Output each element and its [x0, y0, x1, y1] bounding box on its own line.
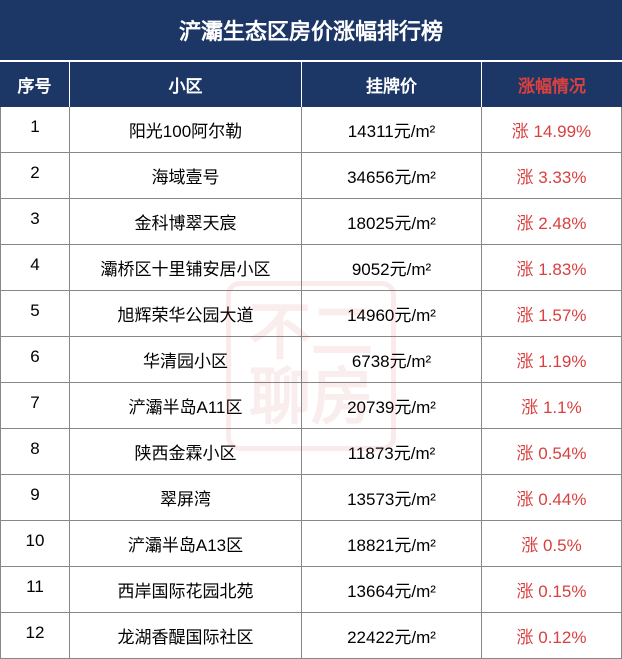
- cell-change: 涨 1.1%: [482, 383, 622, 429]
- cell-name: 金科博翠天宸: [70, 199, 302, 245]
- cell-index: 4: [0, 245, 70, 291]
- cell-name: 陕西金霖小区: [70, 429, 302, 475]
- cell-price: 9052元/m²: [302, 245, 482, 291]
- cell-name: 灞桥区十里铺安居小区: [70, 245, 302, 291]
- cell-index: 9: [0, 475, 70, 521]
- table-row: 9翠屏湾13573元/m²涨 0.44%: [0, 475, 622, 521]
- cell-index: 2: [0, 153, 70, 199]
- cell-index: 11: [0, 567, 70, 613]
- table-body: 不二 聊房 1阳光100阿尔勒14311元/m²涨 14.99%2海域壹号346…: [0, 107, 622, 659]
- table-row: 12龙湖香醍国际社区22422元/m²涨 0.12%: [0, 613, 622, 659]
- cell-price: 14960元/m²: [302, 291, 482, 337]
- cell-index: 1: [0, 107, 70, 153]
- header-index: 序号: [0, 62, 70, 107]
- cell-change: 涨 2.48%: [482, 199, 622, 245]
- header-price: 挂牌价: [302, 62, 482, 107]
- cell-name: 浐灞半岛A11区: [70, 383, 302, 429]
- table-header-row: 序号 小区 挂牌价 涨幅情况: [0, 60, 622, 107]
- cell-change: 涨 1.19%: [482, 337, 622, 383]
- header-change: 涨幅情况: [482, 62, 622, 107]
- table-row: 7浐灞半岛A11区20739元/m²涨 1.1%: [0, 383, 622, 429]
- cell-name: 华清园小区: [70, 337, 302, 383]
- cell-change: 涨 1.57%: [482, 291, 622, 337]
- table-row: 2海域壹号34656元/m²涨 3.33%: [0, 153, 622, 199]
- table-row: 10浐灞半岛A13区18821元/m²涨 0.5%: [0, 521, 622, 567]
- cell-name: 浐灞半岛A13区: [70, 521, 302, 567]
- cell-price: 6738元/m²: [302, 337, 482, 383]
- cell-price: 11873元/m²: [302, 429, 482, 475]
- cell-index: 12: [0, 613, 70, 659]
- cell-index: 6: [0, 337, 70, 383]
- cell-price: 13664元/m²: [302, 567, 482, 613]
- table-row: 3金科博翠天宸18025元/m²涨 2.48%: [0, 199, 622, 245]
- cell-index: 7: [0, 383, 70, 429]
- cell-price: 20739元/m²: [302, 383, 482, 429]
- cell-price: 34656元/m²: [302, 153, 482, 199]
- cell-price: 18821元/m²: [302, 521, 482, 567]
- cell-name: 阳光100阿尔勒: [70, 107, 302, 153]
- table-row: 1阳光100阿尔勒14311元/m²涨 14.99%: [0, 107, 622, 153]
- cell-index: 3: [0, 199, 70, 245]
- cell-name: 西岸国际花园北苑: [70, 567, 302, 613]
- cell-name: 海域壹号: [70, 153, 302, 199]
- header-name: 小区: [70, 62, 302, 107]
- table-row: 8陕西金霖小区11873元/m²涨 0.54%: [0, 429, 622, 475]
- cell-change: 涨 0.54%: [482, 429, 622, 475]
- cell-change: 涨 14.99%: [482, 107, 622, 153]
- cell-change: 涨 1.83%: [482, 245, 622, 291]
- table-row: 11西岸国际花园北苑13664元/m²涨 0.15%: [0, 567, 622, 613]
- cell-price: 18025元/m²: [302, 199, 482, 245]
- table-row: 6华清园小区6738元/m²涨 1.19%: [0, 337, 622, 383]
- cell-name: 翠屏湾: [70, 475, 302, 521]
- cell-price: 13573元/m²: [302, 475, 482, 521]
- table-title: 浐灞生态区房价涨幅排行榜: [0, 0, 622, 60]
- cell-index: 10: [0, 521, 70, 567]
- cell-name: 龙湖香醍国际社区: [70, 613, 302, 659]
- cell-change: 涨 0.12%: [482, 613, 622, 659]
- cell-price: 22422元/m²: [302, 613, 482, 659]
- cell-price: 14311元/m²: [302, 107, 482, 153]
- table-row: 5旭辉荣华公园大道14960元/m²涨 1.57%: [0, 291, 622, 337]
- cell-index: 5: [0, 291, 70, 337]
- cell-change: 涨 3.33%: [482, 153, 622, 199]
- table-row: 4灞桥区十里铺安居小区9052元/m²涨 1.83%: [0, 245, 622, 291]
- cell-index: 8: [0, 429, 70, 475]
- cell-change: 涨 0.44%: [482, 475, 622, 521]
- cell-change: 涨 0.5%: [482, 521, 622, 567]
- cell-name: 旭辉荣华公园大道: [70, 291, 302, 337]
- cell-change: 涨 0.15%: [482, 567, 622, 613]
